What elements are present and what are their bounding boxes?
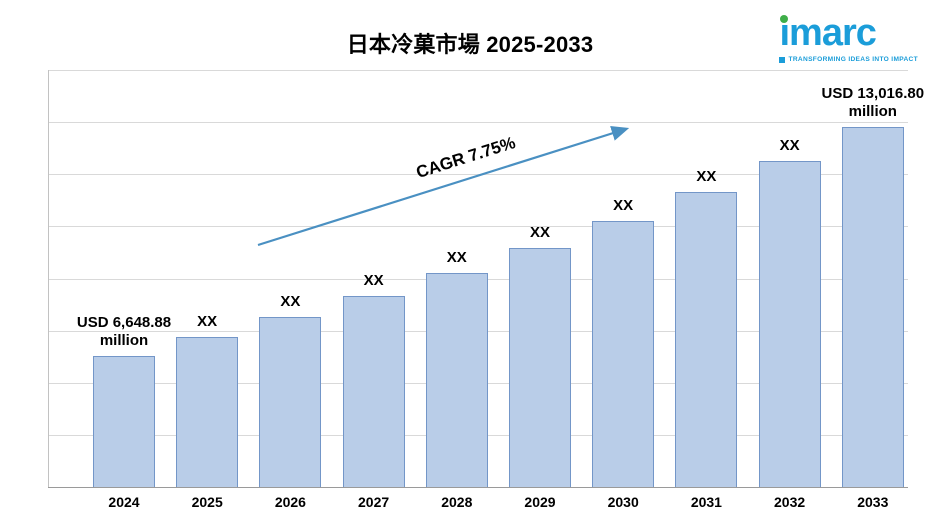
- bar-2030: [592, 221, 655, 487]
- bar-2024: [93, 356, 155, 487]
- bar-2029: [509, 248, 571, 487]
- gridline: [48, 70, 908, 71]
- x-axis-label: 2024: [108, 494, 140, 510]
- bar-value-label: USD 6,648.88 million: [76, 313, 172, 350]
- logo-tagline: TRANSFORMING IDEAS INTO IMPACT: [788, 56, 918, 63]
- plot-area: CAGR 7.75% USD 6,648.88 million 2024 XX 202…: [48, 70, 924, 510]
- imarc-wordmark: ı marc: [779, 12, 876, 54]
- gridline: [48, 122, 908, 124]
- bar-value-label: XX: [280, 293, 301, 311]
- title-period-text: 2025-2033: [486, 32, 594, 57]
- x-axis-label: 2030: [607, 494, 639, 510]
- x-axis-label: 2031: [690, 494, 722, 510]
- bar-value-label: USD 13,016.80 million: [821, 84, 925, 121]
- logo-square-icon: [779, 56, 786, 63]
- bar-value-label: XX: [446, 249, 467, 267]
- bar-value-label: XX: [363, 272, 384, 290]
- bar-value-label: XX: [197, 313, 218, 331]
- logo-letter-i: ı: [779, 12, 790, 54]
- bar-value-label: XX: [696, 168, 717, 186]
- x-axis-line: [48, 487, 908, 488]
- bar-2032: [758, 161, 821, 487]
- bar-value-label: XX: [613, 197, 634, 215]
- logo-i-dot-icon: [780, 15, 789, 23]
- bar-2031: [675, 192, 738, 487]
- x-axis-label: 2028: [441, 494, 473, 510]
- x-axis-label: 2033: [857, 494, 889, 510]
- x-axis-label: 2026: [274, 494, 306, 510]
- x-axis-label: 2027: [358, 494, 390, 510]
- bar-2025: [176, 337, 239, 487]
- logo-tagline-row: TRANSFORMING IDEAS INTO IMPACT: [779, 56, 918, 63]
- x-axis-label: 2029: [524, 494, 556, 510]
- x-axis-label: 2032: [774, 494, 806, 510]
- page-title: 日本冷菓市場 2025-2033: [0, 27, 940, 59]
- y-axis-line: [48, 70, 49, 487]
- bar-2033: [841, 127, 904, 487]
- imarc-logo: ı marc TRANSFORMING IDEAS INTO IMPACT: [779, 14, 918, 63]
- cagr-label: CAGR 7.75%: [413, 132, 518, 183]
- bar-value-label: XX: [529, 224, 550, 242]
- bar-2026: [259, 317, 322, 487]
- title-market-text: 日本冷菓市場: [346, 32, 480, 57]
- bar-2027: [342, 296, 405, 487]
- x-axis-label: 2025: [191, 494, 223, 510]
- bar-value-label: XX: [779, 137, 800, 155]
- bar-2028: [425, 273, 488, 487]
